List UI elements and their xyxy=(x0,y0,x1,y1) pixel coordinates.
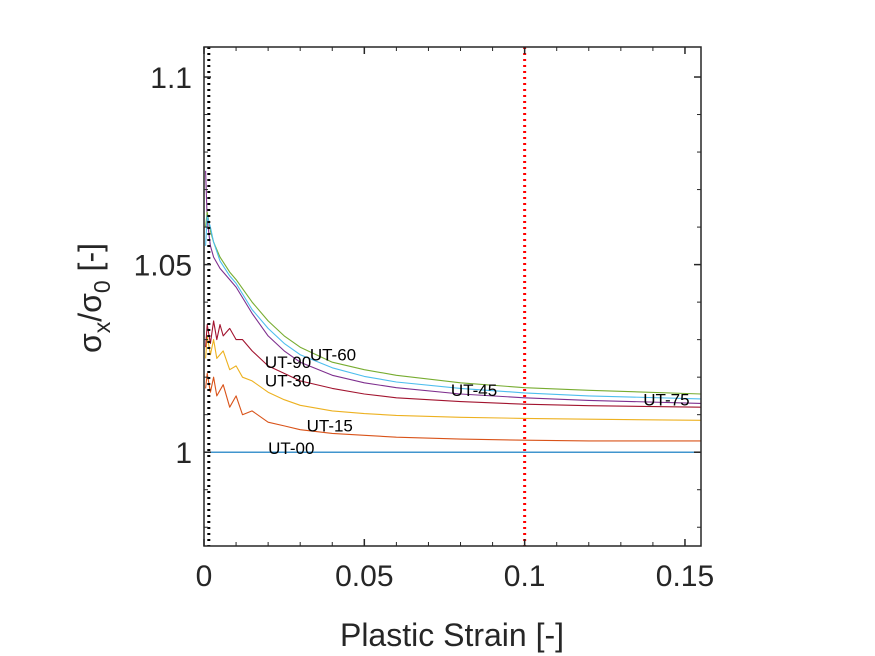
series-line-ut-90 xyxy=(205,320,701,408)
x-tick-label: 0.05 xyxy=(335,560,393,593)
series-label-ut-30: UT-30 xyxy=(265,372,311,391)
series-line-ut-15 xyxy=(205,372,701,442)
series-label-ut-15: UT-15 xyxy=(307,417,353,436)
series-label-ut-90: UT-90 xyxy=(265,353,311,372)
x-tick-label: 0.1 xyxy=(504,560,546,593)
plot-frame xyxy=(203,46,702,547)
x-tick-label: 0 xyxy=(196,560,213,593)
series-line-ut-75 xyxy=(205,215,701,400)
y-tick-label: 1.1 xyxy=(150,62,192,95)
series-line-ut-45 xyxy=(205,170,701,404)
series-labels: UT-00 UT-15 UT-30 UT-45 UT-60 UT-75 UT-90 xyxy=(265,345,690,458)
y-tick-label: 1.05 xyxy=(134,250,192,283)
y-axis-label-sigma: σ xyxy=(72,333,108,353)
series-layer xyxy=(204,170,701,453)
y-axis-label-sigma-0: σ xyxy=(72,293,108,313)
y-axis-label-slash: / xyxy=(72,313,108,322)
reference-lines xyxy=(207,47,527,546)
series-label-ut-00: UT-00 xyxy=(268,439,314,458)
x-tick-label: 0.15 xyxy=(656,560,714,593)
series-label-ut-60: UT-60 xyxy=(310,345,356,364)
series-label-ut-45: UT-45 xyxy=(451,381,497,400)
y-axis-label-subscript-x: x xyxy=(89,321,115,333)
axis-ticks: 0 0.05 0.1 0.15 1 1.05 1.1 xyxy=(134,47,714,593)
y-tick-label: 1 xyxy=(175,437,192,470)
x-axis-label: Plastic Strain [-] xyxy=(340,617,564,653)
y-axis-label-unit: [-] xyxy=(72,243,108,280)
series-line-ut-30 xyxy=(205,335,701,421)
y-axis-label-subscript-0: 0 xyxy=(89,280,115,293)
series-label-ut-75: UT-75 xyxy=(643,390,689,409)
y-axis-label: σx/σ0 [-] xyxy=(72,243,115,353)
